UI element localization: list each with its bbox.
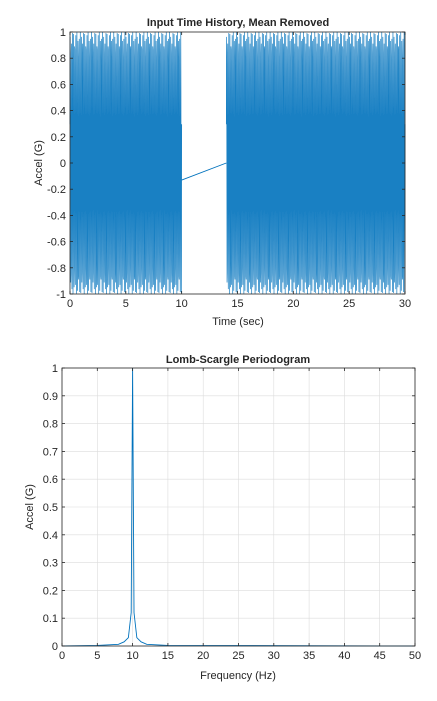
time-history-ytick-label: -1 [56, 289, 66, 301]
time-history-xtick-label: 15 [231, 298, 243, 310]
time-history-xlabel: Time (sec) [212, 316, 264, 328]
periodogram-ytick-label: 0.2 [43, 585, 58, 597]
periodogram-xtick-label: 0 [59, 650, 65, 662]
time-history-xtick-label: 25 [343, 298, 355, 310]
periodogram-xtick-label: 40 [338, 650, 350, 662]
periodogram-ytick-label: 0.5 [43, 502, 58, 514]
time-history-ytick-label: -0.6 [47, 237, 66, 249]
time-history-chart: Input Time History, Mean Removed 0 5 10 15 2… [33, 17, 411, 328]
periodogram-xtick-label: 35 [303, 650, 315, 662]
periodogram-ytick-label: 0.7 [43, 446, 58, 458]
periodogram-ytick-label: 0.8 [43, 419, 58, 431]
time-history-ytick-label: 0.6 [51, 79, 66, 91]
time-history-xtick-label: 10 [176, 298, 188, 310]
time-history-xtick-label: 20 [287, 298, 299, 310]
periodogram-title: Lomb-Scargle Periodogram [166, 354, 310, 366]
time-history-ytick-label: -0.8 [47, 263, 66, 275]
periodogram-ytick-label: 0.9 [43, 391, 58, 403]
time-history-ytick-label: 0 [60, 158, 66, 170]
time-history-ytick-label: 0.2 [51, 132, 66, 144]
periodogram-xtick-label: 10 [126, 650, 138, 662]
time-history-segment-1 [225, 32, 406, 294]
time-history-title: Input Time History, Mean Removed [147, 17, 329, 29]
periodogram-ytick-label: 0.6 [43, 474, 58, 486]
periodogram-ytick-label: 0.1 [43, 613, 58, 625]
periodogram-ytick-label: 0.4 [43, 530, 58, 542]
time-history-xtick-label: 5 [123, 298, 129, 310]
time-history-gap-line [181, 162, 227, 181]
time-history-ytick-label: -0.2 [47, 184, 66, 196]
periodogram-grid [61, 367, 416, 647]
time-history-ytick-label: 0.4 [51, 106, 66, 118]
periodogram-xlabel: Frequency (Hz) [200, 670, 276, 682]
periodogram-chart: Lomb-Scargle Periodogram 0 5 10 15 20 25 30 35 4… [24, 354, 421, 682]
time-history-ytick-label: -0.4 [47, 210, 66, 222]
time-history-ytick-label: 1 [60, 27, 66, 39]
periodogram-xtick-label: 5 [94, 650, 100, 662]
periodogram-xtick-label: 50 [409, 650, 421, 662]
time-history-ylabel: Accel (G) [33, 140, 45, 186]
periodogram-ytick-label: 0.3 [43, 558, 58, 570]
periodogram-ylabel: Accel (G) [24, 484, 36, 530]
periodogram-xtick-label: 15 [162, 650, 174, 662]
periodogram-xtick-label: 25 [232, 650, 244, 662]
periodogram-ytick-label: 0 [52, 641, 58, 653]
time-history-xtick-label: 30 [399, 298, 411, 310]
time-history-ytick-label: 0.8 [51, 53, 66, 65]
periodogram-ytick-label: 1 [52, 363, 58, 375]
periodogram-xtick-label: 20 [197, 650, 209, 662]
time-history-xtick-label: 0 [67, 298, 73, 310]
periodogram-xtick-label: 45 [374, 650, 386, 662]
periodogram-xtick-label: 30 [268, 650, 280, 662]
time-history-series [69, 32, 406, 294]
time-history-segment-0 [69, 32, 183, 294]
